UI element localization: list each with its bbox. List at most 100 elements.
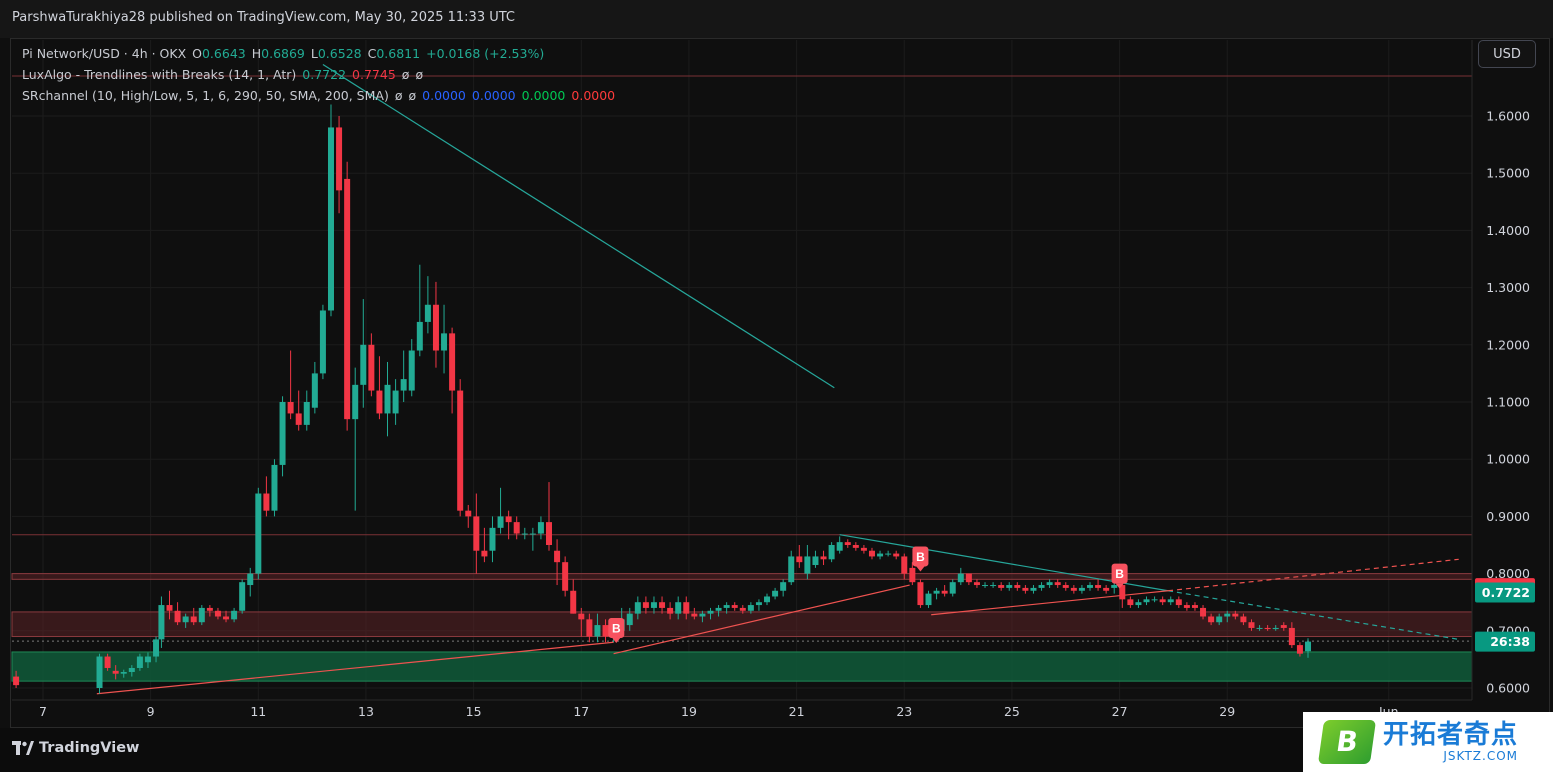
candle-down [691, 607, 698, 620]
price-axis-tick-label: 0.8000 [1486, 566, 1530, 581]
candle-down [868, 547, 875, 560]
time-axis-tick-label: 19 [681, 704, 697, 719]
price-axis-tick-label: 1.1000 [1486, 395, 1530, 410]
indicator-2-value-2: ø [408, 88, 417, 103]
candle-body [877, 553, 884, 557]
candle-body [780, 582, 787, 591]
candle-down [917, 579, 924, 608]
candle-down [578, 607, 585, 637]
candle-up [1046, 579, 1053, 588]
candle-body [852, 545, 859, 548]
candle-up [327, 104, 334, 317]
candle-down [465, 504, 472, 528]
legend-row-symbol[interactable]: Pi Network/USD · 4h · OKX O0.6643 H0.6869 L… [22, 46, 550, 61]
break-marker-pointer [1115, 583, 1124, 589]
candle-down [457, 379, 464, 517]
candle-down [368, 333, 375, 397]
candle-down [112, 665, 119, 680]
chart-frame [10, 38, 1550, 728]
candle-down [1127, 596, 1134, 608]
candle-body [1070, 587, 1077, 591]
candle-up [707, 607, 714, 620]
candle-body [1296, 645, 1303, 654]
candle-up [319, 304, 326, 380]
candle-down [998, 582, 1005, 591]
time-axis: 7911131517192123252729Jun [12, 699, 1472, 719]
candle-up [723, 602, 730, 614]
candle-body [804, 556, 811, 574]
candle-body [1159, 599, 1166, 603]
candle-body [650, 602, 657, 608]
candle-up [352, 367, 359, 511]
candle-up [416, 264, 423, 357]
candle-down [602, 619, 609, 643]
candle-body [360, 344, 367, 385]
candle-down [1200, 605, 1207, 620]
candle-down [1280, 622, 1287, 631]
break-marker-label: B [916, 550, 925, 564]
candle-body [731, 605, 738, 608]
candle-body [287, 402, 294, 414]
axis-price-label: 0.7722 [1475, 582, 1535, 603]
candle-body [344, 178, 351, 420]
candle-down [1103, 585, 1110, 594]
candle-body [691, 613, 698, 617]
time-axis-tick-label: 29 [1219, 704, 1235, 719]
candle-up [699, 610, 706, 623]
currency-button[interactable]: USD [1478, 40, 1536, 68]
indicator-2-value-1: ø [394, 88, 403, 103]
candle-body [1208, 616, 1215, 623]
candle-body [990, 585, 997, 587]
candle-up [497, 487, 504, 534]
candle-down [973, 579, 980, 588]
time-axis-tick-label: 15 [466, 704, 482, 719]
candle-body [1030, 587, 1037, 591]
candle-up [650, 596, 657, 614]
legend-row-indicator-2[interactable]: SRchannel (10, High/Low, 5, 1, 6, 290, 5… [22, 88, 621, 103]
candle-up [136, 653, 143, 671]
legend-high-value: 0.6869 [261, 46, 305, 61]
candle-body [174, 610, 181, 623]
candle-body [529, 533, 536, 535]
candle-down [513, 516, 520, 540]
candle-up [1038, 582, 1045, 591]
candle-body [1095, 585, 1102, 588]
candle-down [263, 476, 270, 517]
tradingview-logo[interactable]: TradingView [12, 740, 139, 756]
legend-row-indicator-1[interactable]: LuxAlgo - Trendlines with Breaks (14, 1,… [22, 67, 429, 82]
candle-body [368, 344, 375, 391]
candle-up [933, 587, 940, 600]
time-axis-tick-label: 25 [1004, 704, 1020, 719]
candle-body [965, 573, 972, 583]
candle-down [449, 327, 456, 414]
candle-body [1006, 585, 1013, 588]
candle-body [13, 676, 20, 686]
tradingview-logo-icon [12, 741, 34, 755]
candle-up [1256, 625, 1263, 631]
indicator-1-value-1: 0.7722 [302, 67, 347, 82]
candle-body [303, 402, 310, 425]
sr-levels [12, 75, 1472, 642]
candle-down [941, 585, 948, 597]
candle-body [909, 567, 916, 583]
candle-body [255, 493, 262, 574]
candle-down [1095, 579, 1102, 591]
candle-down [546, 482, 553, 551]
candle-body [570, 590, 577, 614]
candle-up [1086, 582, 1093, 591]
candle-body [153, 639, 160, 657]
candle-body [723, 605, 730, 608]
candle-body [982, 585, 989, 587]
candle-body [1240, 616, 1247, 623]
candle-body [925, 593, 932, 606]
candle-body [893, 553, 900, 557]
candle-body [820, 556, 827, 560]
candle-down [683, 596, 690, 620]
candle-body [739, 607, 746, 611]
candle-body [1151, 599, 1158, 601]
time-axis-tick-label: 17 [573, 704, 589, 719]
candle-down [1054, 579, 1061, 588]
candle-body [1078, 587, 1085, 591]
candle-body [1200, 607, 1207, 617]
